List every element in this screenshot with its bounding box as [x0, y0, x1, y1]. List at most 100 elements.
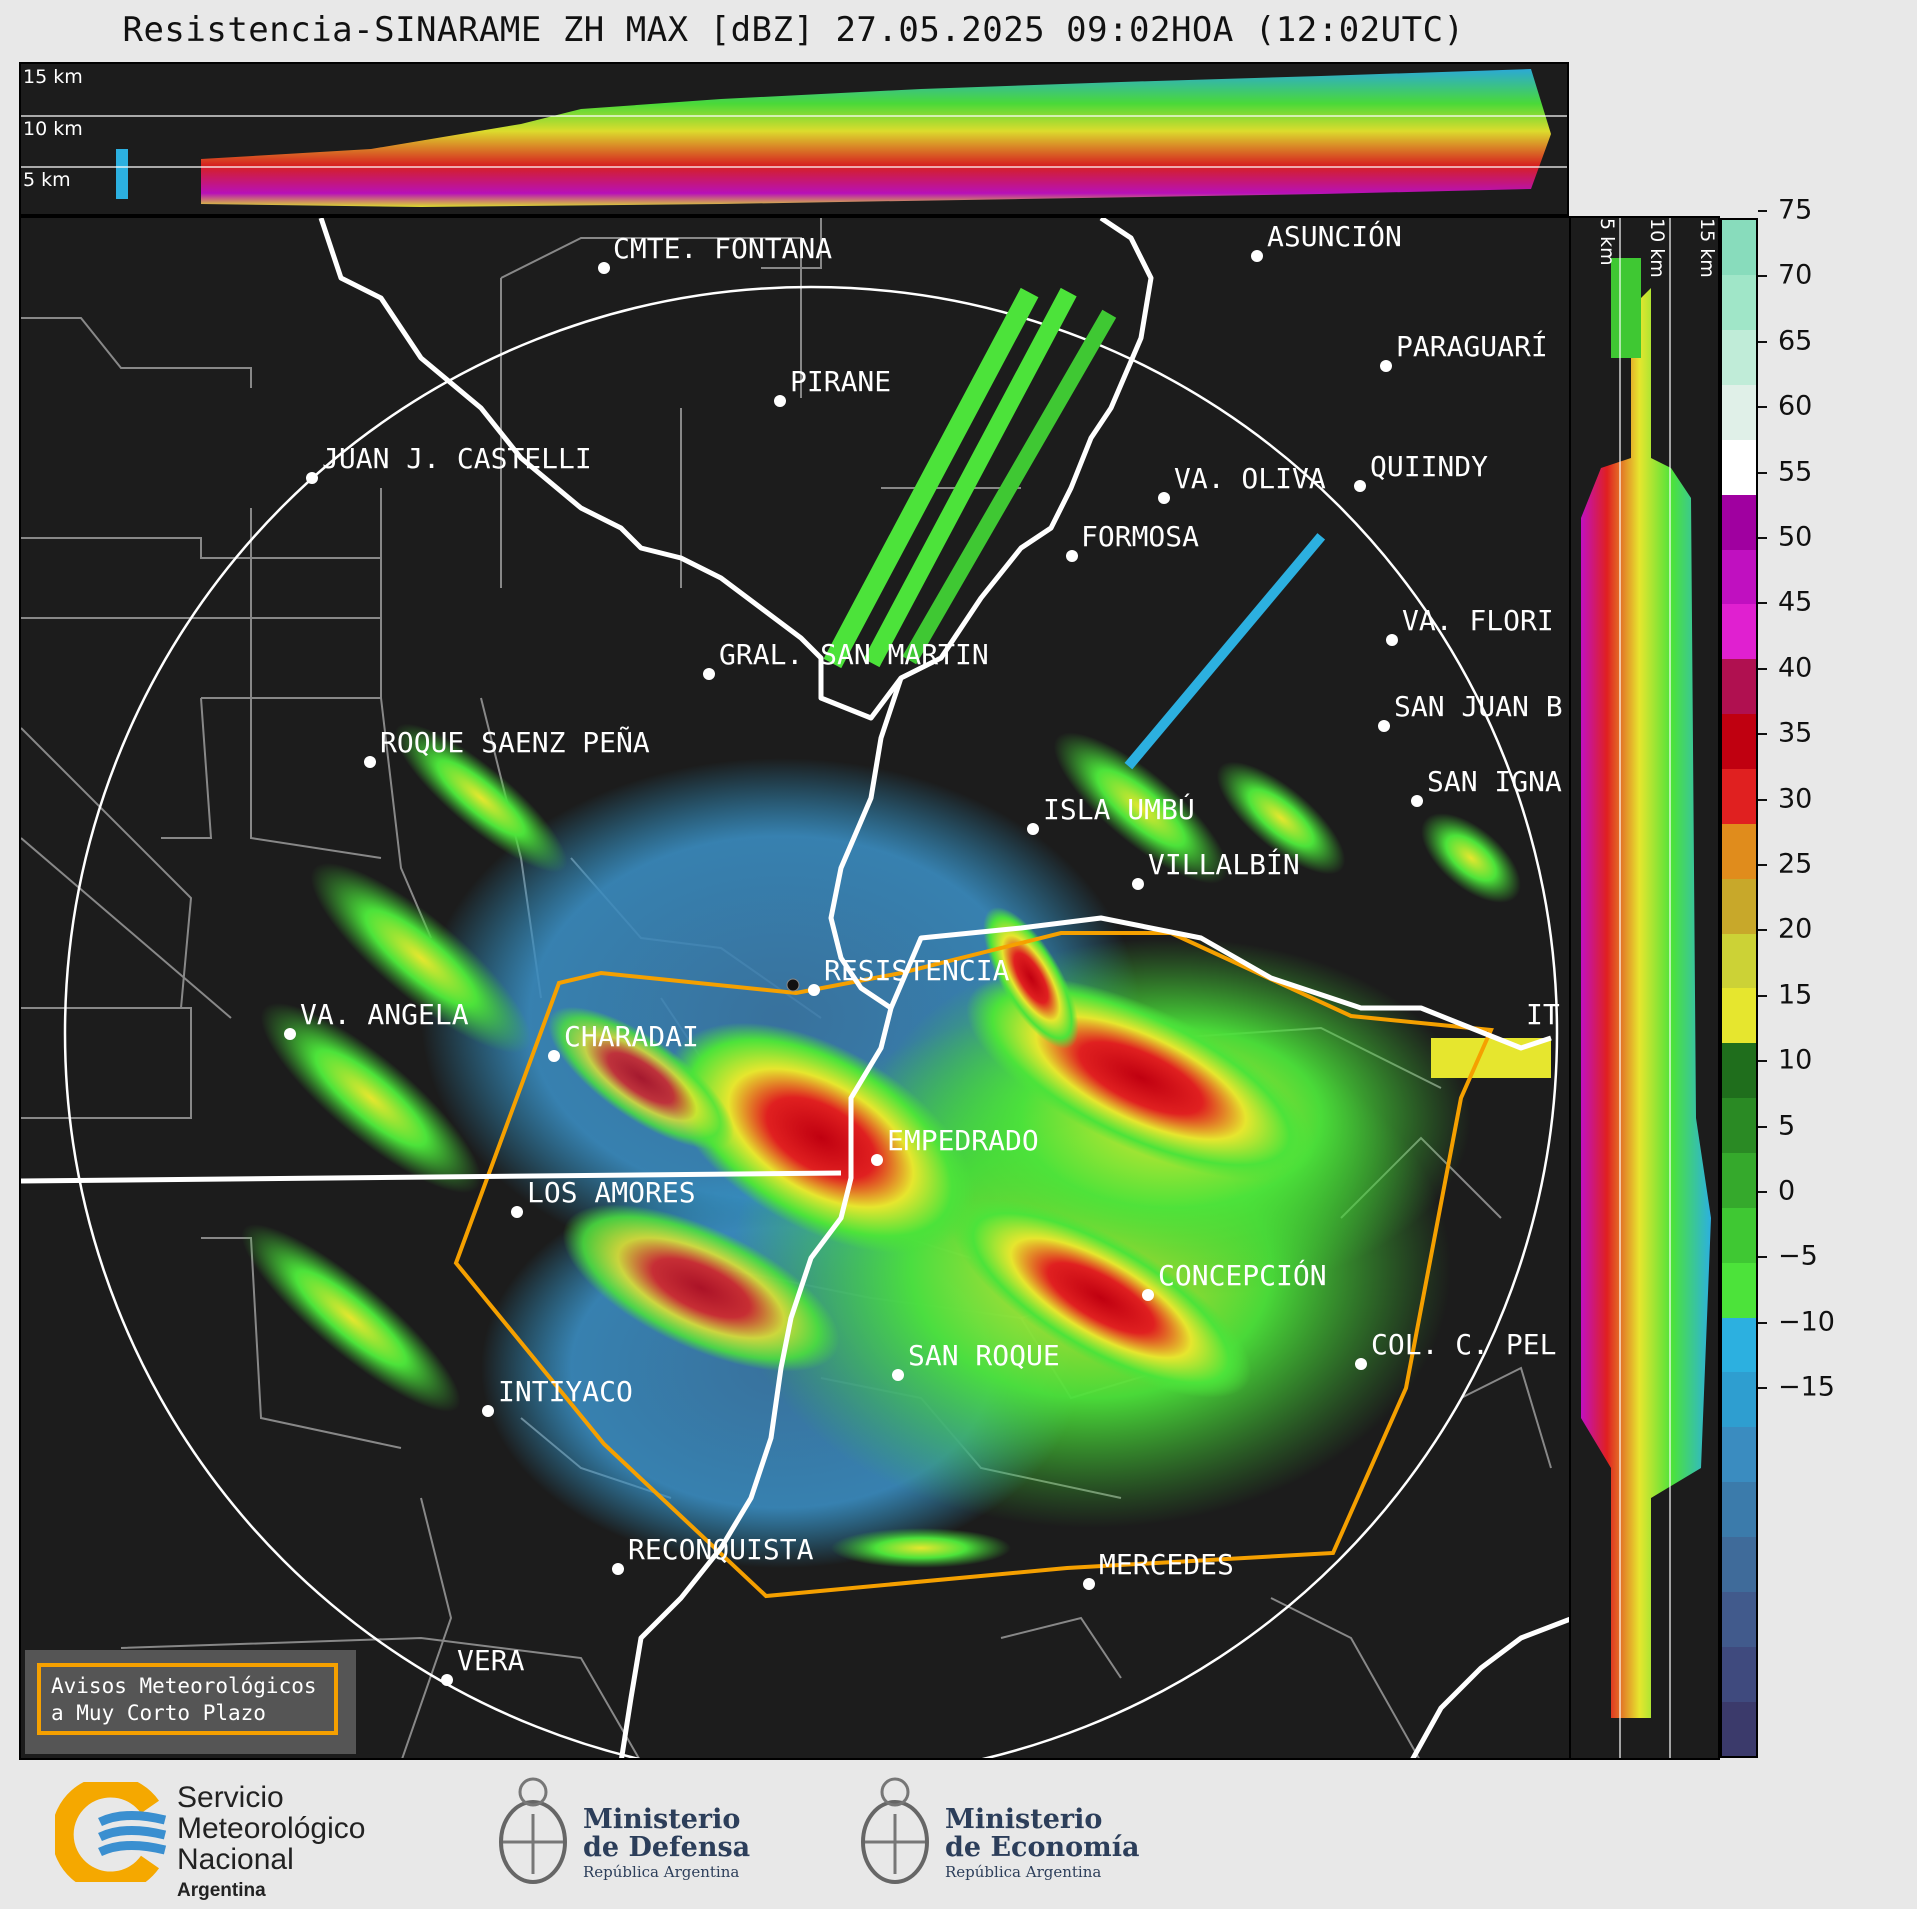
city-label: PARAGUARÍ — [1396, 330, 1548, 363]
colorbar-tick-label: 50 — [1778, 521, 1813, 553]
colorbar-tick — [1758, 340, 1767, 343]
defensa-line3: República Argentina — [583, 1863, 740, 1881]
city-label: VA. ANGELA — [300, 998, 469, 1031]
city-label: RECONQUISTA — [628, 1533, 814, 1566]
city-label: VILLALBÍN — [1148, 848, 1300, 881]
radar-map: CMTE. FONTANA ASUNCIÓN PARAGUARÍ PIRANE … — [19, 216, 1571, 1760]
city-label: RESISTENCIA — [824, 954, 1010, 987]
colorbar-bin — [1722, 768, 1756, 824]
side-cross-section-echo — [1581, 218, 1711, 1758]
colorbar-bin — [1722, 933, 1756, 989]
level-label-5km: 5 km — [23, 169, 71, 191]
city-label: SAN IGNA — [1427, 765, 1562, 798]
colorbar-tick — [1758, 1125, 1767, 1128]
colorbar-bin — [1722, 658, 1756, 715]
colorbar-tick-label: 20 — [1778, 913, 1813, 945]
legend-line2: a Muy Corto Plazo — [51, 1701, 266, 1725]
level-label-10km: 10 km — [1646, 218, 1668, 278]
radar-map-svg — [21, 218, 1569, 1758]
colorbar-tick — [1758, 210, 1767, 212]
level-label-15km: 15 km — [1696, 218, 1718, 278]
colorbar-bin — [1722, 274, 1756, 331]
city-label: COL. C. PEL — [1371, 1328, 1557, 1361]
colorbar-tick-label: 40 — [1778, 652, 1813, 684]
colorbar-tick-label: 75 — [1778, 194, 1813, 226]
city-label: INTIYACO — [498, 1375, 633, 1408]
city-label: LOS AMORES — [527, 1176, 696, 1209]
city-label: JUAN J. CASTELLI — [322, 442, 592, 475]
colorbar-tick — [1758, 406, 1767, 409]
colorbar-tick-label: 30 — [1778, 783, 1813, 815]
colorbar-bin — [1722, 713, 1756, 770]
city-label: ISLA UMBÚ — [1043, 793, 1195, 826]
colorbar-tick-label: 60 — [1778, 390, 1813, 422]
colorbar-tick — [1758, 1256, 1767, 1259]
legend-line1: Avisos Meteorológicos — [51, 1674, 317, 1698]
smn-line1: Servicio — [177, 1781, 284, 1814]
colorbar-tick — [1758, 733, 1767, 736]
colorbar-tick-label: 35 — [1778, 717, 1813, 749]
colorbar-tick — [1758, 864, 1767, 866]
warning-legend: Avisos Meteorológicos a Muy Corto Plazo — [25, 1650, 356, 1754]
colorbar-tick-label: 0 — [1778, 1175, 1796, 1207]
colorbar-tick-label: −5 — [1778, 1240, 1818, 1272]
smn-line4: Argentina — [177, 1880, 266, 1901]
colorbar-bin — [1722, 1262, 1756, 1318]
colorbar-bin — [1722, 329, 1756, 386]
colorbar-bin — [1722, 494, 1756, 550]
city-label: MERCEDES — [1099, 1548, 1234, 1581]
colorbar-tick-label: 10 — [1778, 1044, 1813, 1076]
colorbar-bin — [1722, 988, 1756, 1044]
defensa-line1: Ministerio — [583, 1804, 741, 1835]
colorbar-bin — [1722, 1426, 1756, 1483]
colorbar-tick-label: 55 — [1778, 456, 1813, 488]
city-label: CONCEPCIÓN — [1158, 1259, 1327, 1292]
colorbar-tick — [1758, 994, 1767, 997]
colorbar-bin — [1722, 1591, 1756, 1647]
colorbar-tick-label: −15 — [1778, 1371, 1835, 1403]
level-label-5km: 5 km — [1596, 218, 1618, 266]
colorbar-bin — [1722, 220, 1756, 276]
defensa-line2: de Defensa — [583, 1832, 751, 1863]
colorbar-bin — [1722, 384, 1756, 440]
rivers — [21, 218, 1569, 1758]
city-label: ASUNCIÓN — [1267, 220, 1402, 253]
economia-line2: de Economía — [945, 1832, 1140, 1863]
city-label: VA. OLIVA — [1174, 462, 1326, 495]
colorbar-tick — [1758, 1321, 1767, 1324]
city-label: IT — [1526, 998, 1560, 1031]
level-label-15km: 15 km — [23, 66, 83, 88]
economia-line3: República Argentina — [945, 1863, 1102, 1881]
colorbar-bin — [1722, 1701, 1756, 1757]
colorbar-tick — [1758, 471, 1767, 474]
colorbar-bin — [1722, 1317, 1756, 1373]
top-cross-section-echo — [21, 69, 1567, 207]
ministerio-economia: Ministerio de Economía República Argenti… — [945, 1806, 1139, 1882]
colorbar-tick-label: 70 — [1778, 259, 1813, 291]
colorbar-bin — [1722, 1372, 1756, 1428]
city-label: SAN ROQUE — [908, 1339, 1060, 1372]
colorbar-bin — [1722, 1042, 1756, 1099]
colorbar-tick — [1758, 1060, 1767, 1063]
radar-echoes — [241, 287, 1551, 1568]
colorbar-tick — [1758, 602, 1767, 605]
colorbar-tick-label: 45 — [1778, 586, 1813, 618]
colorbar-bin — [1722, 1152, 1756, 1208]
colorbar-tick-label: 25 — [1778, 848, 1813, 880]
city-label: QUIINDY — [1370, 450, 1489, 483]
colorbar — [1720, 218, 1758, 1758]
side-cross-section-panel: 5 km 10 km 15 km — [1569, 216, 1720, 1760]
colorbar-bin — [1722, 1207, 1756, 1263]
range-ring — [63, 285, 1559, 1758]
colorbar-tick — [1758, 1191, 1767, 1193]
warning-polygon — [453, 931, 1494, 1599]
colorbar-bin — [1722, 549, 1756, 605]
city-label: CMTE. FONTANA — [613, 232, 833, 265]
colorbar-tick — [1758, 275, 1767, 278]
colorbar-bin — [1722, 1481, 1756, 1538]
city-label: GRAL. SAN MARTIN — [719, 638, 989, 671]
economia-line1: Ministerio — [945, 1804, 1103, 1835]
colorbar-tick — [1758, 1387, 1767, 1390]
city-label: VERA — [457, 1644, 525, 1677]
colorbar-tick — [1758, 667, 1767, 670]
